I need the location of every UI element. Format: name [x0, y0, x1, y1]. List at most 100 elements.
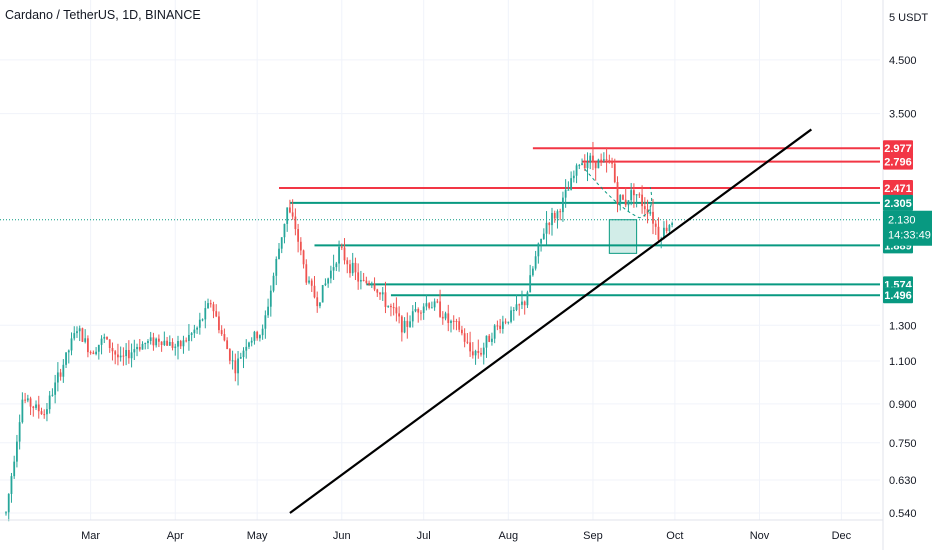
- candle-body: [43, 414, 46, 416]
- candle-body: [491, 338, 493, 342]
- candle-body: [190, 333, 193, 335]
- candle-body: [370, 283, 373, 285]
- candle-body: [166, 340, 168, 346]
- candle-body: [665, 227, 668, 232]
- candle-body: [553, 212, 556, 219]
- candle-body: [327, 278, 330, 284]
- candle-body: [482, 347, 485, 355]
- candle-body: [130, 352, 133, 359]
- candle-body: [188, 334, 190, 341]
- candle-body: [652, 211, 654, 224]
- candle-body: [417, 309, 420, 313]
- candle-body: [26, 398, 29, 401]
- candle-body: [433, 301, 436, 308]
- candle-body: [35, 404, 37, 408]
- candle-body: [21, 399, 24, 423]
- candle-body: [392, 307, 395, 309]
- current-price-value: 2.130: [888, 215, 916, 227]
- x-tick-label: Jul: [417, 530, 431, 542]
- candle-body: [381, 292, 384, 295]
- trendline[interactable]: [289, 128, 813, 514]
- y-tick-label: 1.100: [889, 356, 917, 368]
- current-price-badge: [883, 210, 932, 246]
- candle-body: [400, 316, 403, 333]
- candle-body: [106, 336, 108, 340]
- candle-body: [428, 303, 431, 308]
- candle-body: [559, 211, 562, 213]
- y-tick-label: 3.500: [889, 109, 917, 121]
- candle-body: [493, 325, 496, 339]
- candle-body: [147, 340, 149, 344]
- candle-body: [414, 309, 417, 312]
- candle-body: [562, 197, 564, 213]
- candle-body: [89, 352, 92, 354]
- candle-body: [583, 163, 586, 169]
- candle-body: [73, 333, 76, 339]
- candle-body: [406, 320, 409, 327]
- candle-body: [411, 311, 414, 322]
- candle-body: [357, 272, 360, 282]
- candle-body: [29, 398, 32, 407]
- candle-body: [447, 313, 450, 324]
- target-zone-box[interactable]: [608, 219, 638, 254]
- candle-body: [365, 280, 368, 283]
- candle-body: [523, 301, 526, 306]
- candle-body: [540, 238, 542, 244]
- candle-body: [444, 313, 447, 319]
- candle-body: [613, 163, 616, 183]
- candle-body: [92, 352, 95, 355]
- candle-body: [24, 399, 27, 401]
- candle-body: [220, 330, 223, 335]
- candle-body: [256, 331, 259, 339]
- candle-body: [586, 162, 589, 169]
- candle-body: [638, 194, 641, 196]
- candle-body: [234, 360, 237, 374]
- candle-body: [608, 160, 611, 162]
- candle-body: [182, 340, 185, 347]
- candle-body: [564, 189, 567, 198]
- annotations[interactable]: [289, 128, 813, 514]
- candle-body: [163, 340, 166, 345]
- y-tick-label: 1.300: [889, 320, 917, 332]
- x-tick-label: Oct: [666, 530, 683, 542]
- candle-body: [179, 341, 182, 347]
- candle-body: [207, 303, 209, 309]
- current-price-countdown: 14:33:49: [888, 230, 931, 242]
- candle-body: [267, 306, 269, 316]
- horizontal-levels[interactable]: [0, 147, 880, 297]
- candle-body: [529, 275, 532, 293]
- candle-body: [261, 328, 264, 336]
- candle-body: [589, 155, 592, 163]
- candle-body: [119, 355, 122, 358]
- candle-body: [373, 283, 376, 290]
- candle-body: [278, 248, 280, 259]
- projection-path[interactable]: [584, 168, 653, 219]
- candle-body: [291, 212, 294, 217]
- candle-body: [226, 340, 229, 350]
- candle-body: [70, 338, 73, 351]
- candle-body: [174, 346, 177, 348]
- candle-body: [198, 319, 201, 328]
- candle-body: [310, 280, 313, 286]
- candle-body: [430, 307, 433, 309]
- candle-body: [477, 350, 480, 353]
- candle-body: [108, 339, 111, 348]
- candle-body: [127, 350, 130, 359]
- candle-body: [474, 350, 477, 356]
- candle-body: [542, 233, 545, 239]
- candle-body: [567, 189, 570, 191]
- candle-body: [218, 316, 220, 331]
- candle-body: [122, 355, 125, 357]
- candle-body: [545, 222, 548, 234]
- candle-body: [144, 343, 147, 345]
- candle-body: [78, 328, 81, 332]
- level-badge-1.496: [883, 287, 913, 304]
- candle-body: [376, 289, 379, 293]
- candle-body: [269, 290, 272, 307]
- candle-body: [316, 297, 319, 307]
- candle-body: [466, 341, 469, 343]
- y-tick-label: 0.540: [889, 508, 917, 520]
- level-badge-2.471: [883, 180, 913, 196]
- candle-body: [76, 331, 78, 334]
